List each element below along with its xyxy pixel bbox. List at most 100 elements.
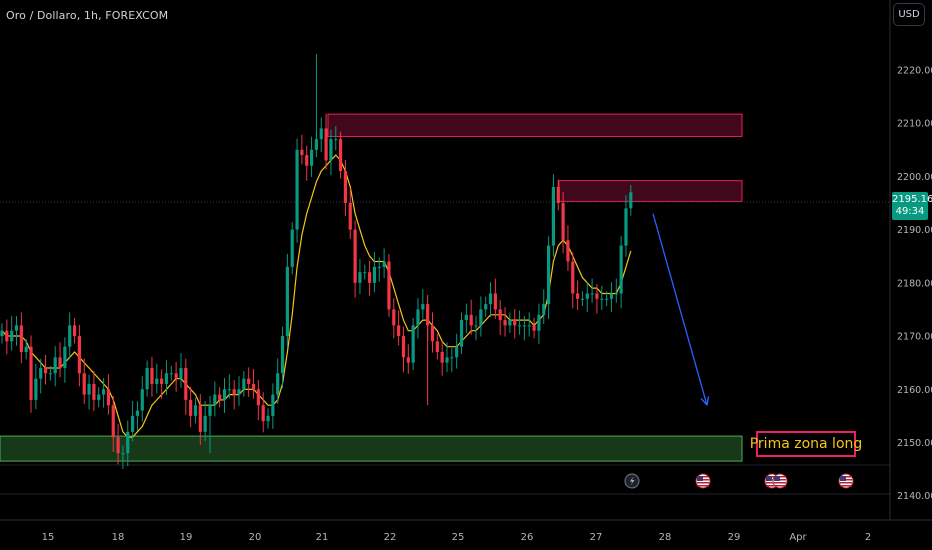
candle [464,303,468,334]
candle [455,333,459,369]
currency-button[interactable]: USD [893,3,925,26]
candle [397,310,401,346]
candle [513,308,517,339]
candle [561,191,565,254]
candle [619,236,623,309]
price-tick-label: 2200.00 [897,172,932,183]
candle [551,173,556,257]
candle [5,319,9,355]
last-price-value: 2195.16 [892,194,932,205]
candle [498,300,502,335]
candle [377,257,381,282]
candle [276,358,280,404]
candle [280,326,285,389]
candle [135,401,140,431]
candle [416,298,420,339]
us-flag-icon[interactable] [772,473,788,489]
candle [479,296,483,337]
candle [522,316,526,341]
candle [329,129,333,176]
projection-arrow [652,213,710,406]
candle [247,367,251,397]
candle [406,344,410,374]
time-tick-label: 27 [590,532,603,543]
candle [508,312,512,333]
candle [474,316,478,341]
candle [295,138,299,243]
candle [556,179,560,211]
candle [372,251,377,293]
time-tick-label: 22 [384,532,397,543]
candle [237,376,241,406]
candle [116,424,120,465]
candle [218,387,222,408]
candle [145,360,149,397]
candle [232,379,236,410]
candle [358,259,362,294]
candle [493,278,497,319]
candle [97,387,101,408]
long-zone-label: Prima zona long [750,431,862,457]
candle [309,136,314,177]
candle [39,358,43,394]
time-tick-label: 20 [249,532,262,543]
candle [571,252,575,309]
candle [179,353,183,388]
us-flag-icon[interactable] [695,473,711,489]
candle [111,395,115,453]
us-flag-icon[interactable] [838,473,854,489]
time-tick-label: 2 [865,532,871,543]
candle [338,131,343,179]
moving-average-line [1,154,632,438]
time-tick-label: 21 [316,532,329,543]
candle [576,280,580,310]
bar-countdown: 49:34 [895,206,925,217]
candle [532,317,536,339]
candle [537,303,541,344]
candle [29,335,33,413]
candle [48,365,52,381]
candle [72,317,77,344]
time-tick-label: 18 [112,532,125,543]
candle [300,134,304,165]
candle [251,369,256,399]
candle [585,282,589,312]
candle [600,285,604,310]
price-tick-label: 2160.00 [897,385,932,396]
candle [10,315,14,351]
candle [193,397,198,424]
candle [343,159,348,217]
candle [595,284,599,314]
candle [392,298,396,339]
candle [87,374,91,410]
candle [421,289,425,319]
candle [101,378,106,408]
chart-title: Oro / Dollaro, 1h, FOREXCOM [6,9,169,22]
candle [319,117,323,153]
candle [271,383,275,429]
lightning-icon[interactable] [624,473,640,489]
time-tick-label: Apr [789,532,807,543]
candle [517,310,522,335]
candle [150,356,154,397]
candle [445,342,449,372]
candle [624,195,628,257]
candle [266,408,270,429]
candle [82,358,86,404]
candle [459,312,464,355]
candle [174,362,178,392]
candle [160,369,164,399]
time-tick-label: 28 [659,532,672,543]
candle [440,340,444,376]
candle [184,358,188,415]
resistance-zone [327,113,743,137]
candle [450,348,454,373]
candle [43,354,48,385]
candle [285,253,289,348]
price-tick-label: 2210.00 [897,119,932,130]
candle [411,317,415,371]
candle [305,145,309,181]
candle [14,316,19,346]
candle [605,291,609,307]
